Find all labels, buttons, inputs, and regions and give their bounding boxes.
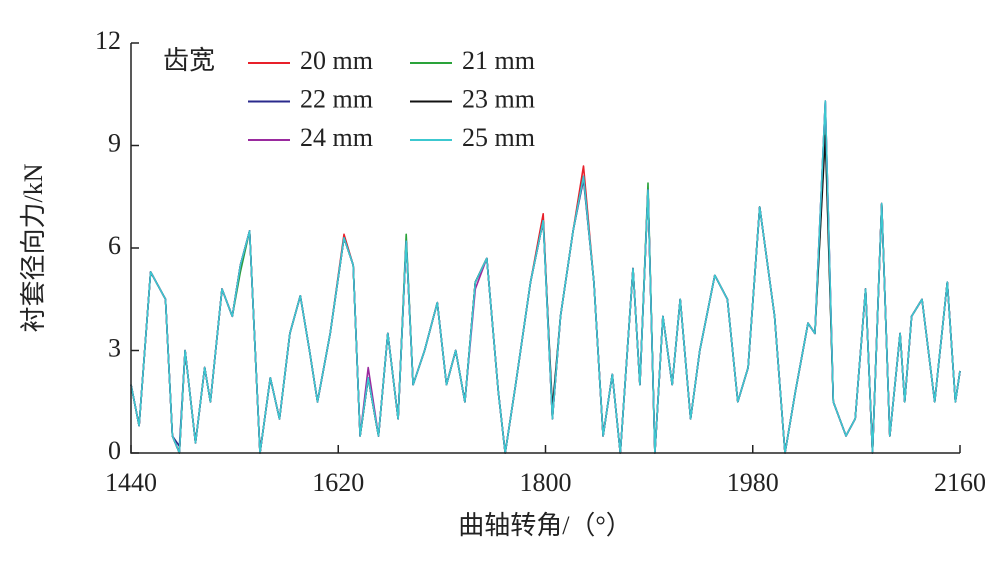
x-tick-label: 1980 [727,468,779,497]
legend-label: 23 mm [462,84,535,113]
y-tick-label: 3 [108,333,121,362]
x-tick-label: 2160 [934,468,986,497]
y-tick-label: 0 [108,436,121,465]
legend-label: 21 mm [462,46,535,75]
x-tick-label: 1800 [520,468,572,497]
x-tick-label: 1620 [312,468,364,497]
y-tick-label: 9 [108,128,121,157]
y-tick-label: 6 [108,231,121,260]
y-tick-label: 12 [95,26,121,55]
legend-label: 22 mm [300,84,373,113]
series-line [130,127,961,454]
legend-label: 24 mm [300,123,373,152]
y-axis-label: 衬套径向力/kN [19,163,48,332]
legend-label: 25 mm [462,123,535,152]
legend-label: 20 mm [300,46,373,75]
series-line [130,100,961,454]
x-axis-label: 曲轴转角/（°） [458,511,632,540]
legend-title: 齿宽 [163,46,215,75]
series-line [130,134,961,454]
x-tick-label: 1440 [105,468,157,497]
